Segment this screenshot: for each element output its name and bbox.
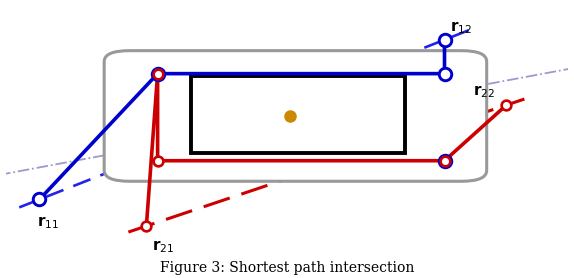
Text: $\mathbf{r}_{22}$: $\mathbf{r}_{22}$ [472,84,495,100]
Text: Figure 3: Shortest path intersection: Figure 3: Shortest path intersection [160,261,414,275]
FancyBboxPatch shape [104,51,487,181]
Text: $\mathbf{r}_{12}$: $\mathbf{r}_{12}$ [450,19,472,36]
Bar [191,76,405,153]
Text: $\mathbf{r}_{21}$: $\mathbf{r}_{21}$ [152,238,174,255]
Text: $\mathbf{r}_{11}$: $\mathbf{r}_{11}$ [37,214,59,231]
